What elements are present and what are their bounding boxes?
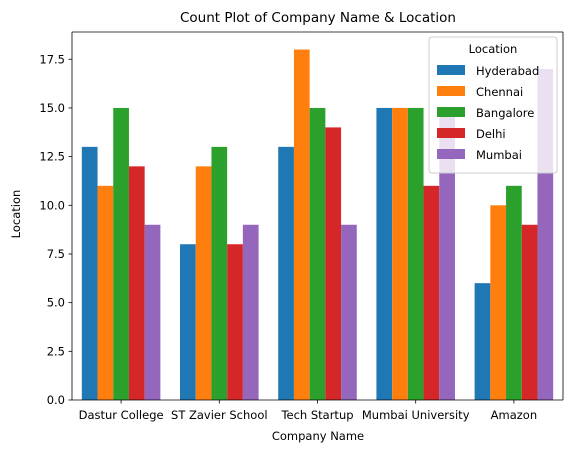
legend-label-bangalore: Bangalore bbox=[476, 106, 534, 120]
y-tick-label: 2.5 bbox=[47, 344, 65, 358]
x-axis-label: Company Name bbox=[272, 429, 364, 443]
x-tick-label: Amazon bbox=[491, 408, 537, 422]
bar-chennai-1 bbox=[195, 166, 212, 400]
bar-chennai-4 bbox=[490, 205, 507, 400]
bar-mumbai-1 bbox=[242, 224, 259, 400]
bar-chennai-2 bbox=[293, 49, 310, 401]
legend-label-chennai: Chennai bbox=[476, 85, 523, 99]
legend-label-mumbai: Mumbai bbox=[476, 148, 522, 162]
y-tick-label: 12.5 bbox=[39, 150, 65, 164]
y-tick-label: 10.0 bbox=[39, 198, 65, 212]
bar-mumbai-0 bbox=[144, 224, 161, 400]
bar-bangalore-2 bbox=[309, 107, 326, 400]
bar-hyderabad-2 bbox=[278, 146, 294, 400]
bar-bangalore-0 bbox=[113, 107, 129, 400]
x-tick-label: Tech Startup bbox=[280, 408, 353, 422]
bar-bangalore-4 bbox=[506, 185, 522, 400]
y-tick-label: 15.0 bbox=[39, 101, 65, 115]
bar-chennai-0 bbox=[97, 185, 114, 400]
legend-swatch-bangalore bbox=[437, 107, 465, 117]
legend-swatch-chennai bbox=[437, 86, 465, 96]
y-tick-label: 0.0 bbox=[47, 393, 65, 407]
y-tick-label: 7.5 bbox=[47, 247, 65, 261]
bar-bangalore-3 bbox=[407, 107, 424, 400]
bar-delhi-1 bbox=[227, 244, 243, 400]
bar-chennai-3 bbox=[392, 107, 408, 400]
bar-hyderabad-1 bbox=[180, 244, 196, 400]
legend-swatch-delhi bbox=[437, 128, 465, 138]
legend-title: Location bbox=[469, 42, 518, 56]
x-tick-label: Mumbai University bbox=[362, 408, 470, 422]
bar-delhi-3 bbox=[423, 185, 440, 400]
bar-mumbai-3 bbox=[439, 107, 455, 400]
bar-mumbai-2 bbox=[341, 224, 357, 400]
bar-hyderabad-4 bbox=[474, 283, 491, 400]
y-tick-label: 5.0 bbox=[47, 296, 65, 310]
bar-hyderabad-0 bbox=[81, 146, 98, 400]
legend-label-delhi: Delhi bbox=[476, 127, 506, 141]
bar-delhi-0 bbox=[128, 166, 145, 400]
chart-title: Count Plot of Company Name & Location bbox=[180, 10, 456, 26]
legend-label-hyderabad: Hyderabad bbox=[476, 64, 539, 78]
bar-hyderabad-3 bbox=[376, 107, 393, 400]
y-tick-label: 17.5 bbox=[39, 52, 65, 66]
legend-swatch-hyderabad bbox=[437, 65, 465, 75]
x-tick-label: ST Zavier School bbox=[171, 408, 268, 422]
bar-bangalore-1 bbox=[211, 146, 228, 400]
bar-delhi-2 bbox=[325, 127, 342, 400]
bar-delhi-4 bbox=[521, 224, 538, 400]
legend-swatch-mumbai bbox=[437, 149, 465, 159]
x-tick-label: Dastur College bbox=[79, 408, 164, 422]
plot-area: 0.0 2.5 5.0 7.5 10.0 12.5 15.0 17.5 Dastur Colle… bbox=[39, 31, 564, 422]
y-axis-label: Location bbox=[9, 190, 23, 239]
